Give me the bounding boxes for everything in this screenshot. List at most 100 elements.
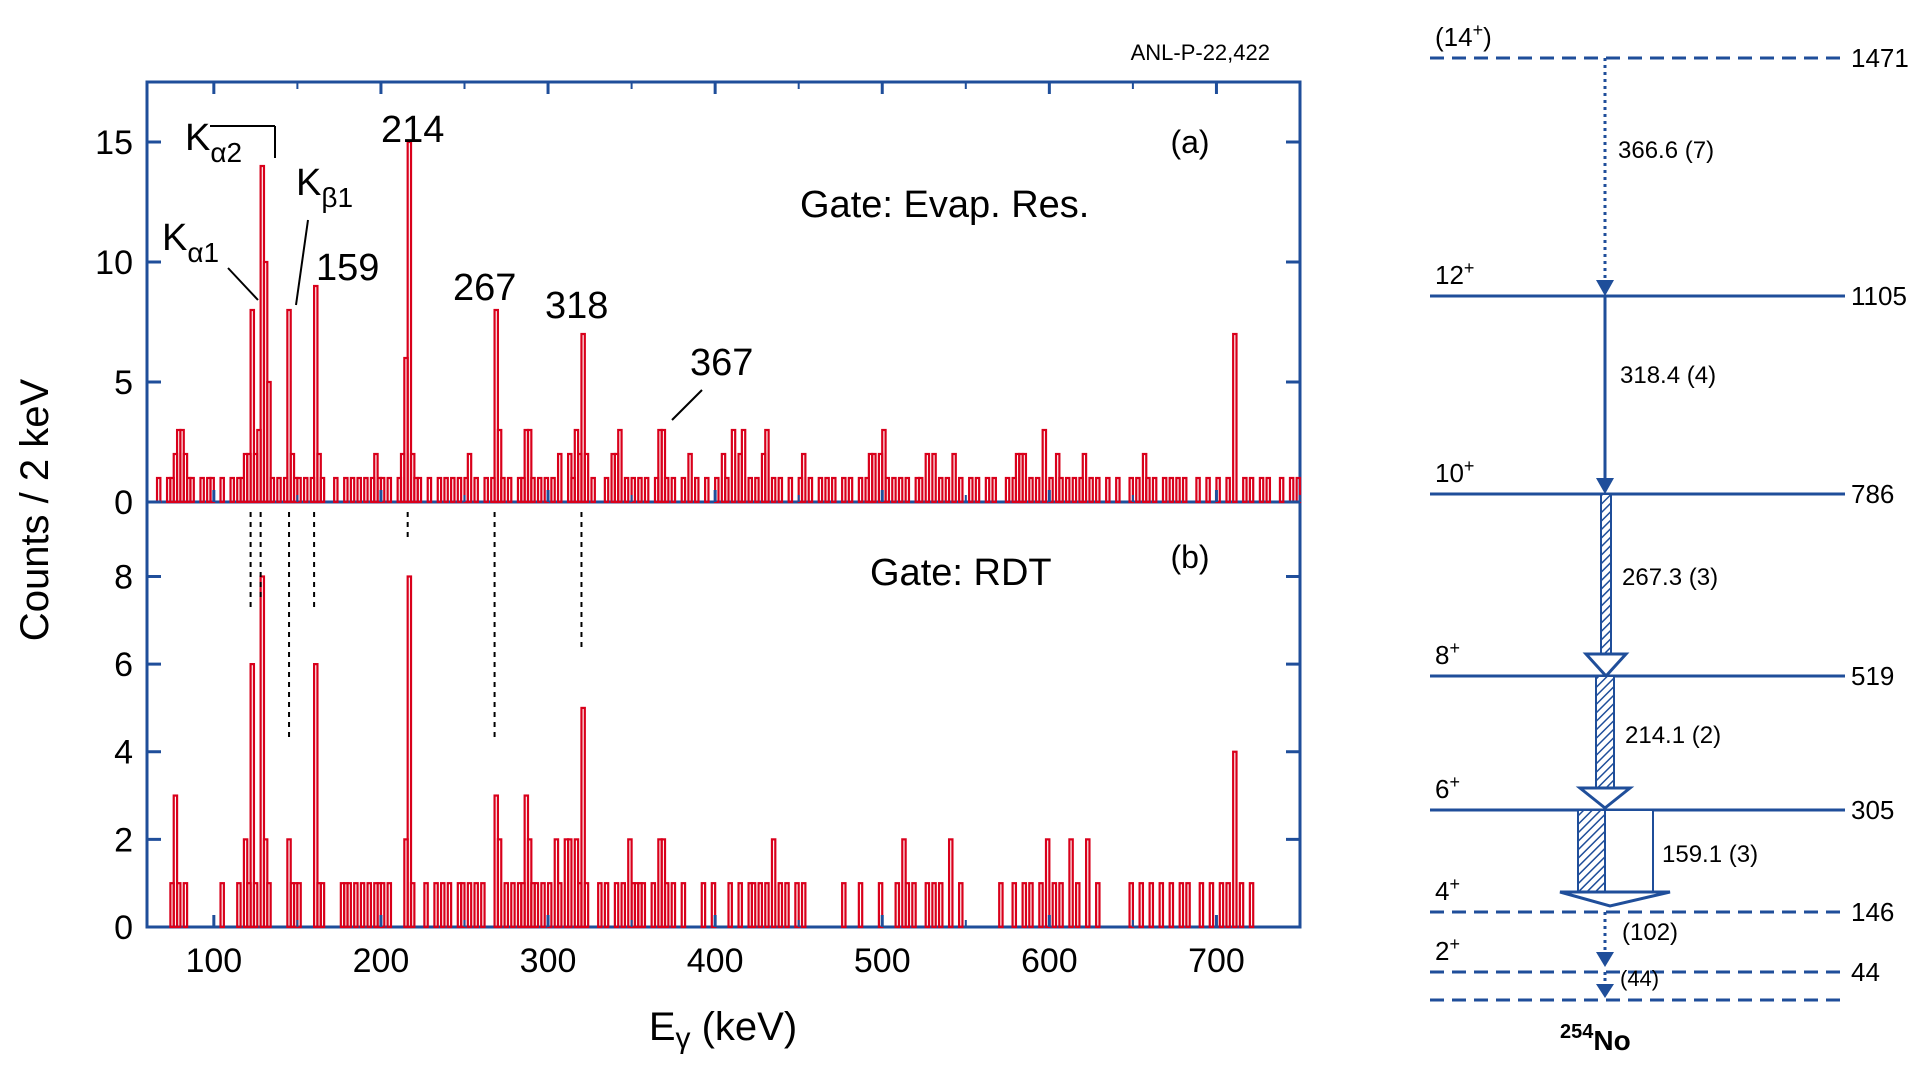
svg-text:159.1 (3): 159.1 (3) [1662, 841, 1758, 868]
svg-text:267.3 (3): 267.3 (3) [1622, 564, 1718, 591]
histogram-bin [409, 882, 416, 929]
histogram-bin [643, 476, 650, 504]
histogram-bin [189, 476, 195, 504]
histogram-bin [680, 476, 687, 504]
peak-label-267: 267 [453, 267, 516, 309]
histogram-bin [958, 476, 964, 504]
histogram-bin [984, 476, 991, 504]
histogram-bin [219, 882, 225, 929]
histogram-bin [1044, 838, 1051, 929]
histogram-bin [824, 476, 830, 504]
histogram-bin [333, 476, 339, 504]
histogram-bin [1288, 476, 1295, 504]
histogram-bin [503, 882, 510, 929]
histogram-bin [236, 882, 242, 929]
histogram-bin [439, 882, 446, 929]
histogram-bin [423, 882, 429, 929]
histogram-bin [620, 882, 627, 929]
histogram-bin [784, 882, 790, 929]
histogram-bin [1168, 476, 1175, 504]
histogram-bin [884, 476, 891, 504]
histogram-bin [219, 476, 225, 504]
peak-label-214: 214 [381, 109, 444, 151]
level-spin: 6+ [1435, 772, 1460, 804]
y-tick-label: 4 [114, 734, 133, 772]
histogram-bin [566, 838, 573, 929]
histogram-bin [583, 452, 590, 504]
histogram-bin [483, 476, 489, 504]
histogram-bin [700, 882, 707, 929]
histogram-bin [944, 476, 951, 504]
histogram-bin [546, 882, 553, 929]
level-energy: 44 [1851, 957, 1880, 987]
y-tick-label: 15 [95, 124, 133, 162]
histogram-bin [597, 882, 603, 929]
histogram-bin [1115, 476, 1121, 504]
histogram-bin [904, 476, 911, 504]
transition-102: (102) [1596, 912, 1678, 967]
svg-text:(44): (44) [1620, 966, 1659, 991]
histogram-bin [510, 882, 516, 929]
histogram-bin [998, 882, 1004, 929]
report-id: ANL-P-22,422 [1131, 40, 1270, 65]
peak-label-ka1: Kα1 [162, 217, 259, 301]
histogram-bin [670, 882, 677, 929]
histogram-bin [1068, 838, 1074, 929]
histogram-bin [1178, 882, 1185, 929]
histogram-bin [443, 476, 449, 504]
histogram-bin [663, 476, 670, 504]
histogram-bin [757, 882, 764, 929]
histogram-bin [1038, 882, 1044, 929]
histogram-bin [1208, 882, 1215, 929]
histogram-bin [623, 476, 630, 504]
ticks: 100 200 300 400 500 600 700 0 5 10 15 0 2 4 6 8 [95, 82, 1301, 980]
histogram-bin [356, 476, 362, 504]
histogram-bin [1051, 882, 1058, 929]
level-energy: 305 [1851, 795, 1894, 825]
transition-267: 267.3 (3) [1582, 493, 1718, 679]
gate-connectors [249, 512, 583, 742]
histogram-bin [366, 882, 373, 929]
histogram-bin [770, 476, 777, 504]
histogram-bin [1011, 882, 1018, 929]
histogram-bin [590, 476, 596, 504]
y-tick-label: 5 [114, 364, 133, 402]
histogram-bin [266, 380, 272, 504]
histogram-bin [877, 882, 884, 929]
peak-label-367: 367 [671, 342, 753, 421]
panel-a-label: (a) [1170, 124, 1209, 160]
histogram-bin [359, 882, 366, 929]
peak-label-ka2: Kα2 [185, 117, 276, 168]
histogram-bin [1225, 476, 1231, 504]
histogram-bin [894, 882, 901, 929]
histogram-bin [259, 575, 266, 929]
level-spin: 12+ [1435, 258, 1474, 290]
histogram-bin [436, 476, 443, 504]
histogram-bin [1085, 838, 1091, 929]
histogram-bin [1095, 882, 1101, 929]
histogram-bin [937, 882, 944, 929]
histogram-bin [1151, 476, 1158, 504]
histogram-bin [1021, 452, 1028, 504]
level-energy: 146 [1851, 897, 1894, 927]
level: 12+ 1105 [1430, 258, 1907, 311]
histogram-bin [466, 882, 473, 929]
svg-text:366.6 (7): 366.6 (7) [1618, 137, 1714, 164]
histogram-bin [1135, 476, 1141, 504]
histogram-bin [182, 882, 189, 929]
histogram-bin [363, 476, 369, 504]
histogram-bin [550, 476, 556, 504]
histogram-bin [800, 452, 807, 504]
peak-labels: Kα2 Kα1 Kβ1 159 214 267 318 367 [162, 109, 753, 421]
histogram-a [155, 140, 1302, 504]
histogram-bin [931, 452, 937, 504]
histogram-bin [777, 882, 784, 929]
histogram-bin [480, 882, 486, 929]
histogram-bin [747, 476, 754, 504]
level: 2+ 44 [1430, 934, 1880, 987]
histogram-bin [650, 882, 657, 929]
histogram-bin [533, 882, 540, 929]
histogram-bin [276, 476, 282, 504]
histogram-bin [710, 882, 717, 929]
